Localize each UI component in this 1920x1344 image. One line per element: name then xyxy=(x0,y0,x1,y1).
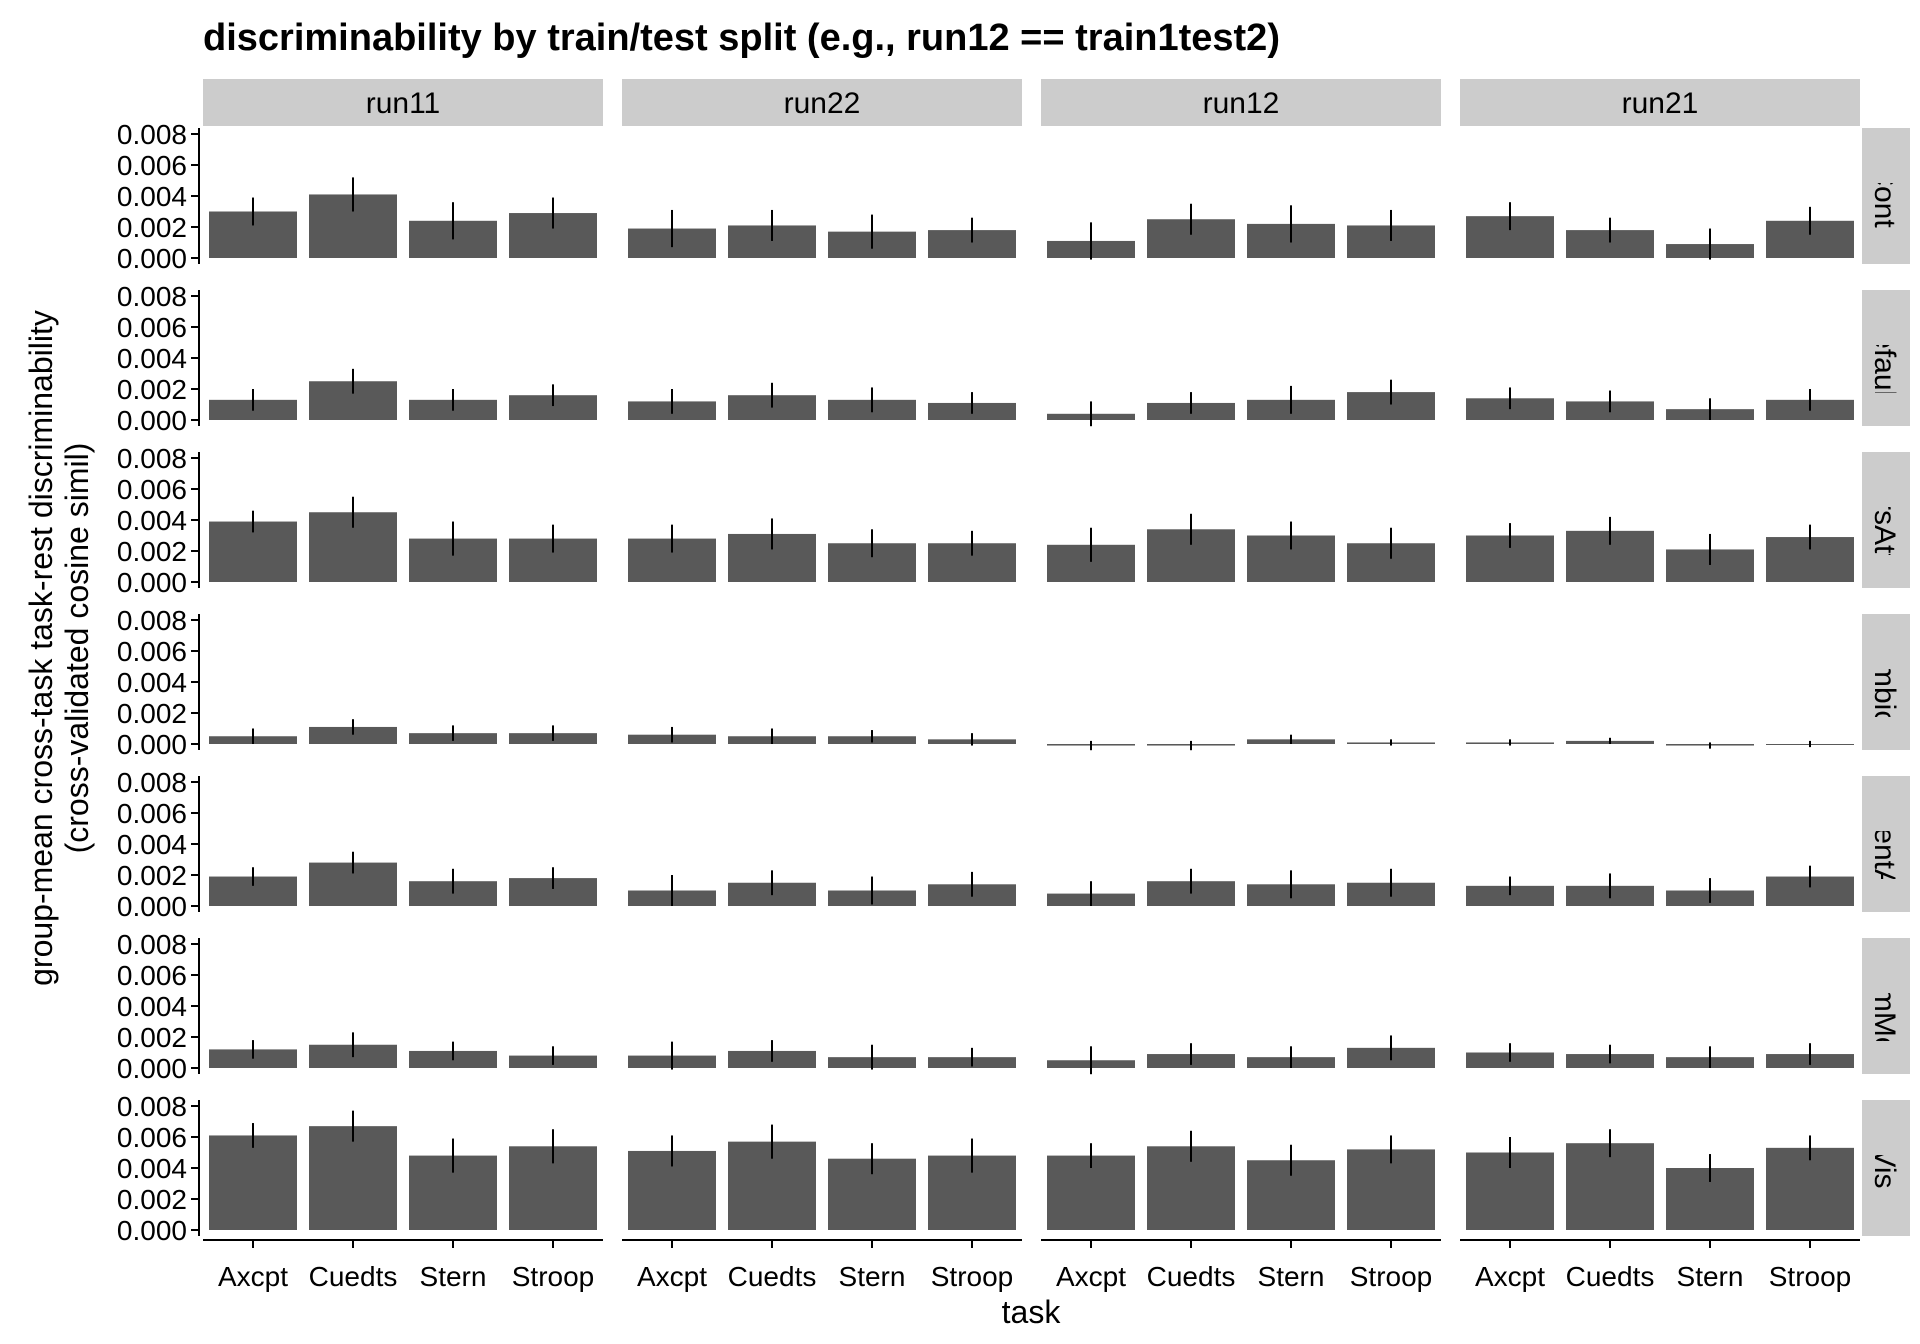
y-tick-label: 0.004 xyxy=(117,829,187,860)
x-tick-label: Stern xyxy=(1677,1261,1744,1292)
y-tick-label: 0.008 xyxy=(117,443,187,474)
row-strip xyxy=(1862,776,1910,912)
y-tick-label: 0.004 xyxy=(117,991,187,1022)
y-tick-label: 0.004 xyxy=(117,667,187,698)
column-strip-label: run22 xyxy=(784,87,861,120)
y-tick-label: 0.002 xyxy=(117,536,187,567)
row-strip xyxy=(1862,290,1910,426)
y-tick-label: 0.004 xyxy=(117,1153,187,1184)
y-tick-label: 0.008 xyxy=(117,929,187,960)
row-strip xyxy=(1862,1100,1910,1236)
bar xyxy=(309,726,397,744)
y-tick-label: 0.006 xyxy=(117,474,187,505)
x-tick-label: Stern xyxy=(1258,1261,1325,1292)
row-strip xyxy=(1862,614,1910,750)
bar xyxy=(309,1126,397,1230)
x-tick-label: Cuedts xyxy=(1566,1261,1655,1292)
y-tick-label: 0.002 xyxy=(117,1022,187,1053)
y-tick-label: 0.006 xyxy=(117,798,187,829)
y-tick-label: 0.008 xyxy=(117,119,187,150)
y-tick-label: 0.004 xyxy=(117,181,187,212)
y-tick-label: 0.002 xyxy=(117,698,187,729)
row-strip xyxy=(1862,938,1910,1074)
row-strip-label: DorsAttn xyxy=(1868,462,1901,579)
column-strip-label: run11 xyxy=(366,87,441,120)
y-axis-title-line-2: (cross-validated cosine simil) xyxy=(59,443,95,854)
chart-title: discriminability by train/test split (e.… xyxy=(203,17,1280,59)
x-tick-label: Stern xyxy=(420,1261,487,1292)
x-tick-label: Axcpt xyxy=(1475,1261,1545,1292)
x-tick-label: Axcpt xyxy=(218,1261,288,1292)
y-axis-title-line-1: group-mean cross-task task-rest discrimi… xyxy=(23,310,59,986)
column-strip xyxy=(203,79,603,126)
y-tick-label: 0.000 xyxy=(117,891,187,922)
bar xyxy=(1466,885,1554,906)
y-tick-label: 0.004 xyxy=(117,505,187,536)
y-tick-label: 0.002 xyxy=(117,212,187,243)
x-tick-label: Axcpt xyxy=(637,1261,707,1292)
y-tick-label: 0.000 xyxy=(117,243,187,274)
column-strip xyxy=(622,79,1022,126)
y-tick-label: 0.006 xyxy=(117,150,187,181)
x-tick-label: Cuedts xyxy=(1147,1261,1236,1292)
x-tick-label: Stroop xyxy=(1769,1261,1852,1292)
y-tick-label: 0.002 xyxy=(117,1184,187,1215)
y-tick-label: 0.008 xyxy=(117,605,187,636)
y-tick-label: 0.006 xyxy=(117,960,187,991)
row-strip xyxy=(1862,128,1910,264)
y-axis-title: group-mean cross-task task-rest discrimi… xyxy=(23,310,95,986)
y-tick-label: 0.000 xyxy=(117,1215,187,1246)
y-tick-label: 0.000 xyxy=(117,1053,187,1084)
bar xyxy=(1566,1143,1654,1230)
bar xyxy=(1766,1147,1854,1230)
y-tick-label: 0.000 xyxy=(117,567,187,598)
y-tick-label: 0.006 xyxy=(117,312,187,343)
y-tick-label: 0.006 xyxy=(117,1122,187,1153)
column-strip xyxy=(1460,79,1860,126)
y-tick-label: 0.008 xyxy=(117,767,187,798)
row-strip-label: Vis xyxy=(1868,1147,1901,1188)
column-strip xyxy=(1041,79,1441,126)
x-tick-label: Cuedts xyxy=(728,1261,817,1292)
row-strip-label: Limbic xyxy=(1868,639,1901,726)
x-tick-label: Stroop xyxy=(512,1261,595,1292)
row-strip-label: SalVentAttn xyxy=(1868,766,1901,923)
y-tick-label: 0.002 xyxy=(117,860,187,891)
x-tick-label: Stroop xyxy=(931,1261,1014,1292)
column-strip-label: run12 xyxy=(1203,87,1280,120)
y-tick-label: 0.004 xyxy=(117,343,187,374)
x-tick-label: Cuedts xyxy=(309,1261,398,1292)
column-strip-label: run21 xyxy=(1622,87,1699,120)
row-strip-label: Default xyxy=(1868,310,1901,406)
row-strip-label: Cont xyxy=(1868,164,1901,228)
y-tick-label: 0.000 xyxy=(117,729,187,760)
bar xyxy=(209,1135,297,1230)
panel-grid: run11 run22 run12 run21 Cont Default DorsAttn L… xyxy=(117,79,1910,1292)
y-tick-label: 0.000 xyxy=(117,405,187,436)
y-tick-label: 0.002 xyxy=(117,374,187,405)
row-strip xyxy=(1862,452,1910,588)
x-tick-label: Stern xyxy=(839,1261,906,1292)
x-tick-label: Axcpt xyxy=(1056,1261,1126,1292)
y-tick-label: 0.008 xyxy=(117,1091,187,1122)
y-tick-label: 0.008 xyxy=(117,281,187,312)
x-axis-title: task xyxy=(1002,1294,1062,1330)
y-tick-label: 0.006 xyxy=(117,636,187,667)
x-tick-label: Stroop xyxy=(1350,1261,1433,1292)
row-strip-label: SomMot xyxy=(1868,950,1901,1062)
